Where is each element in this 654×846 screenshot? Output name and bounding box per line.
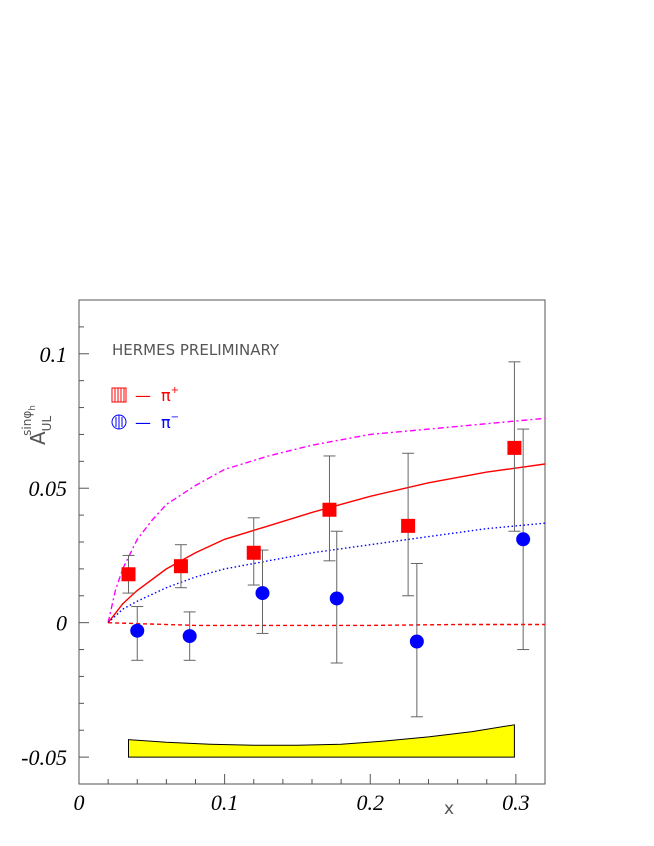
x-tick-label-2: 0.1 (211, 790, 239, 815)
curve-blue-dotted (107, 522, 546, 624)
x-axis-label: x (444, 799, 454, 819)
y-axis-label-superscript-sub: h (28, 405, 38, 411)
svg-text:AULsinφh: AUL sinφh (20, 405, 54, 445)
y-tick-label-2: 0 (56, 611, 67, 636)
y-axis-label-main: A (26, 431, 50, 445)
curve-red-solid (107, 463, 546, 624)
systematic-error-band (128, 724, 515, 758)
legend-particle-pi-minus: π (161, 413, 171, 432)
curve-magenta-dashdot (107, 417, 546, 623)
y-axis-label: AUL sinφh (20, 405, 54, 445)
error-bars-layer (122, 361, 530, 718)
y-axis-label-subscript: UL (40, 416, 54, 432)
point-pi-plus-2 (173, 559, 188, 574)
x-tick-label-4: 0.3 (502, 790, 530, 815)
curve-red-dashed (108, 622, 545, 627)
x-tick-label-3: 0.2 (357, 790, 385, 815)
legend-square-marker (111, 387, 127, 403)
point-pi-minus-1 (130, 623, 145, 638)
curves-layer (107, 417, 546, 627)
point-pi-minus-2 (182, 629, 197, 644)
axis-ticks-layer: 0 0.1 0.2 0.3 -0.05 0 0.05 0.1 (21, 299, 530, 815)
legend-dash-2: — (135, 413, 151, 432)
svg-text:—π−: — π− (135, 412, 179, 432)
point-pi-plus-5 (401, 518, 416, 533)
x-tick-label-1: 0 (74, 790, 85, 815)
plot-frame (78, 299, 546, 785)
y-tick-label-4: 0.1 (40, 342, 68, 367)
y-tick-label-3: 0.05 (29, 476, 68, 501)
y-axis-label-superscript: sinφ (20, 411, 34, 436)
legend-square-hatch (114, 388, 125, 402)
legend-charge-minus: − (171, 412, 179, 423)
legend-dash-1: — (135, 386, 151, 405)
systematic-band-layer (128, 724, 515, 758)
point-pi-plus-1 (121, 567, 136, 582)
legend-charge-plus: + (171, 385, 179, 396)
annotation-hermes-preliminary: HERMES PRELIMINARY (112, 341, 280, 359)
point-pi-minus-5 (409, 634, 424, 649)
y-tick-label-1: -0.05 (21, 745, 67, 770)
point-pi-minus-6 (516, 532, 531, 547)
legend-particle-pi-plus: π (161, 386, 171, 405)
svg-text:—π+: — π+ (135, 385, 179, 405)
point-pi-plus-3 (246, 545, 261, 560)
legend: — π+ — π− (111, 385, 179, 432)
legend-item-pi-plus: — π+ (111, 385, 179, 405)
legend-item-pi-minus: — π− (111, 412, 179, 432)
point-pi-minus-4 (329, 591, 344, 606)
data-points-layer (121, 440, 531, 649)
point-pi-plus-4 (322, 502, 337, 517)
point-pi-plus-6 (507, 440, 522, 455)
point-pi-minus-3 (255, 586, 270, 601)
legend-circle-hatch (115, 415, 123, 429)
